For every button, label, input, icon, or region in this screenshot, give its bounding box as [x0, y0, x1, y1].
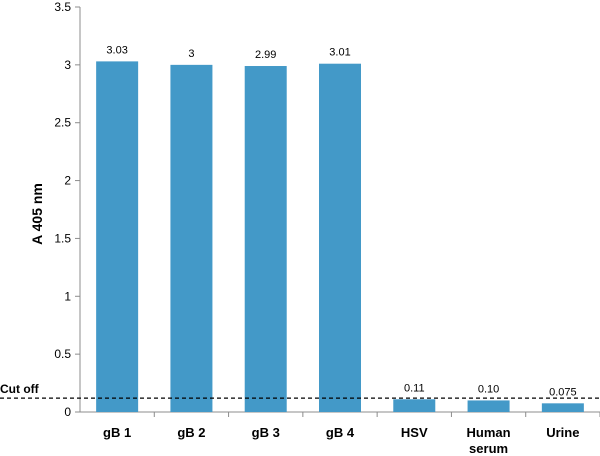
- category-label: gB 3: [252, 425, 280, 440]
- data-label: 3.01: [329, 47, 350, 59]
- bar: [467, 400, 510, 412]
- data-label: 3.03: [106, 44, 127, 56]
- y-tick-label: 3.5: [54, 0, 71, 14]
- data-labels: 3.03 3 2.99 3.01 0.11 0.10 0.075: [106, 44, 576, 398]
- bar: [393, 399, 436, 412]
- y-tick-label: 2.5: [54, 116, 71, 130]
- bar: [96, 61, 139, 413]
- y-tick-label: 1: [64, 289, 71, 303]
- data-label: 0.10: [478, 383, 499, 395]
- data-label: 0.075: [549, 386, 577, 398]
- category-label: Urine: [546, 425, 579, 440]
- y-axis-label: A 405 nm: [29, 183, 45, 245]
- category-label: gB 2: [177, 425, 205, 440]
- y-tick-label: 3: [64, 58, 71, 72]
- cutoff-label: Cut off: [0, 382, 40, 396]
- data-label: 0.11: [404, 382, 425, 394]
- y-tick-label: 2: [64, 174, 71, 188]
- bar: [319, 63, 361, 412]
- category-label: gB 4: [326, 425, 355, 440]
- y-tick-label: 0: [64, 405, 71, 419]
- category-label: Human: [467, 425, 511, 440]
- category-label: HSV: [401, 425, 428, 440]
- y-tick-label: 0.5: [54, 347, 71, 361]
- category-label: serum: [469, 441, 508, 456]
- bar: [244, 66, 287, 412]
- axes: 0 0.5 1 1.5 2 2.5 3 3.5: [54, 0, 600, 419]
- bar: [541, 403, 584, 412]
- data-label: 3: [188, 48, 194, 60]
- y-tick-label: 1.5: [54, 231, 71, 245]
- bars: [96, 61, 584, 413]
- category-label: gB 1: [103, 425, 131, 440]
- bar: [170, 64, 213, 412]
- data-label: 2.99: [255, 49, 276, 61]
